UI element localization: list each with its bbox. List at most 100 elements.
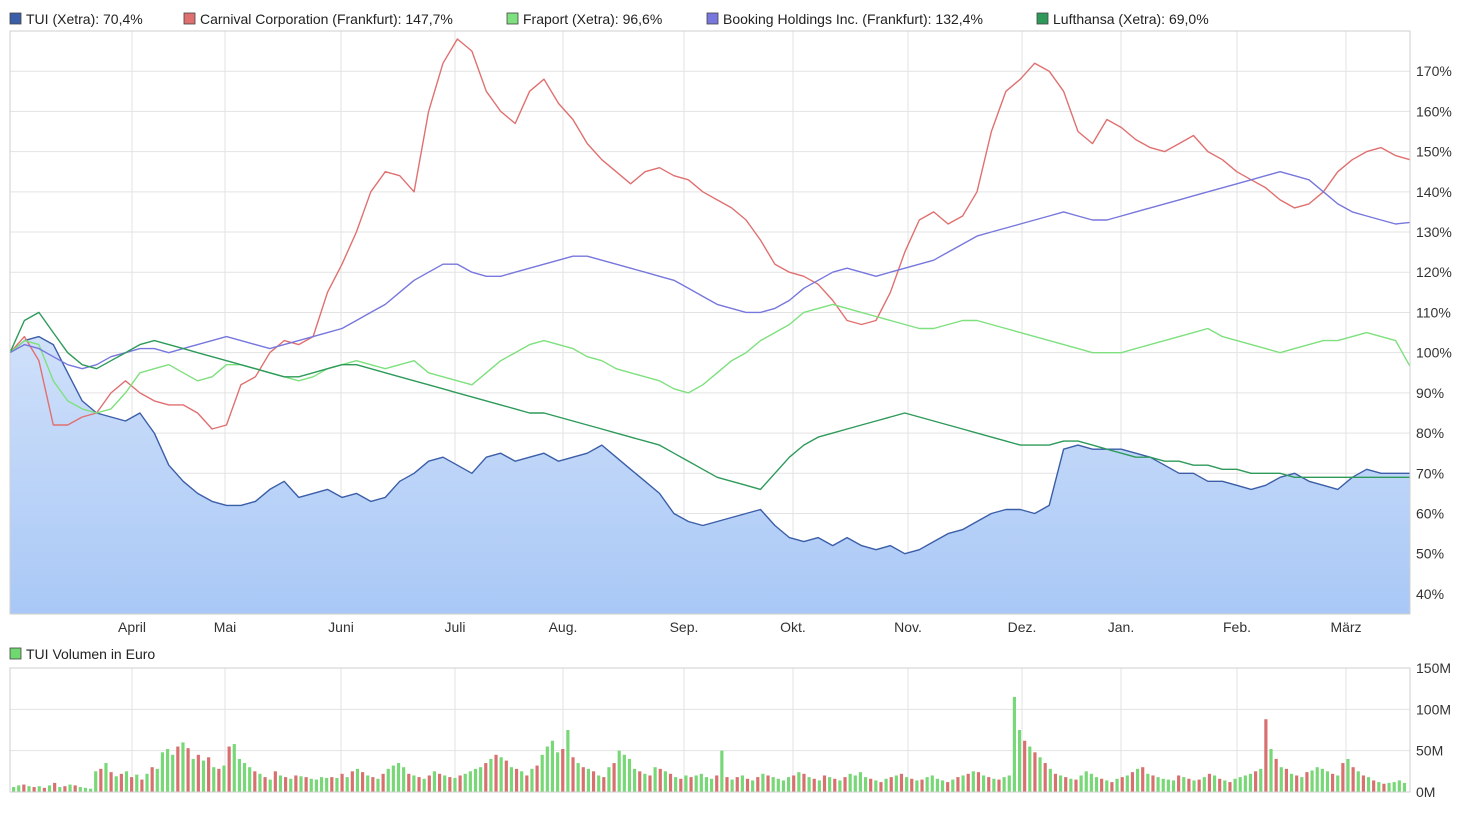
volume-bar [1187,778,1191,792]
x-tick-label-aug: Aug. [549,619,578,635]
volume-bar [987,777,991,792]
x-tick-label-juni: Juni [328,619,354,635]
y-tick-label-60: 60% [1416,505,1444,521]
volume-bar [73,785,77,792]
volume-bar [556,752,560,792]
x-tick-label-juli: Juli [444,619,465,635]
volume-bar [704,777,709,792]
volume-bar [833,778,837,792]
volume-bar [910,778,914,792]
volume-bar [27,786,31,792]
volume-bar [386,768,390,792]
volume-bar [361,772,365,792]
volume-y-tick-label-50m: 50M [1416,743,1443,759]
volume-bar [1197,779,1201,792]
volume-bar [1341,763,1345,792]
volume-bar [1366,777,1371,792]
y-tick-label-170: 170% [1416,63,1452,79]
volume-bar [494,754,498,792]
volume-bar [1336,775,1340,792]
volume-bar [248,767,252,792]
volume-bar [1305,772,1309,792]
x-tick-label-nov: Nov. [894,619,922,635]
volume-bar [463,773,467,792]
volume-bar [1295,775,1299,792]
price-series-lines [9,38,1411,555]
volume-bar [961,775,965,792]
volume-bar [68,784,72,792]
volume-bar [371,777,375,792]
volume-bar [1135,768,1140,792]
y-tick-label-140: 140% [1416,184,1452,200]
x-tick-label-okt: Okt. [780,619,806,635]
volume-bar [925,777,929,792]
volume-bar [792,775,796,792]
volume-bar [499,757,503,792]
volume-bar [1387,782,1391,792]
volume-bar [366,775,370,792]
volume-bar [253,771,257,792]
volume-bar [104,763,108,792]
volume-bar [171,754,175,792]
volume-bar [586,768,590,792]
volume-bar [1028,746,1032,792]
volume-bar [273,771,277,792]
volume-bar [894,775,898,792]
volume-bar [1248,773,1253,792]
y-tick-label-130: 130% [1416,224,1452,240]
volume-bar [1192,780,1196,792]
series-line-lufthansa-xetra [9,311,1410,491]
volume-bar [899,773,904,792]
volume-bar [602,777,606,792]
volume-bar [402,767,406,792]
volume-bar [258,773,262,792]
volume-bar [268,779,272,792]
volume-bar [689,777,693,792]
volume-bar [591,771,596,792]
volume-bar [1120,777,1124,792]
volume-bar [1351,767,1355,792]
volume-bar [1130,772,1135,792]
volume-bar [22,784,26,792]
x-tick-label-m-rz: März [1330,619,1361,635]
volume-bar [1059,775,1063,792]
volume-bar [663,771,667,792]
volume-bar [278,775,283,792]
legend-swatch-carnival-corporation-frankfurt [183,12,196,25]
volume-bar [124,771,129,792]
main-legend: TUI (Xetra): 70,4% Carnival Corporation (… [9,11,1209,27]
volume-bar [1033,752,1037,792]
volume-bar [622,754,626,792]
volume-bar [781,780,786,792]
x-tick-label-feb: Feb. [1223,619,1251,635]
volume-bar [17,785,21,792]
series-area-tui-xetra [10,336,1410,614]
volume-bar [355,768,360,792]
volume-bar [489,758,493,792]
volume-bar [1228,782,1232,792]
volume-bar [237,758,241,792]
volume-bar [776,778,780,792]
volume-bar [1269,749,1273,792]
volume-bar [509,767,514,792]
volume-bar [597,775,601,792]
volume-bar [294,775,298,792]
x-tick-label-sep: Sep. [670,619,699,635]
volume-bar [319,777,324,792]
volume-legend-label: TUI Volumen in Euro [26,646,155,662]
volume-bar [12,787,16,792]
volume-bar [935,778,939,792]
volume-bar [966,773,970,792]
volume-bar [802,773,806,792]
volume-bar [905,777,909,792]
volume-bar [710,778,714,792]
y-tick-label-120: 120% [1416,264,1452,280]
y-tick-label-160: 160% [1416,103,1452,119]
volume-bar [982,775,986,792]
volume-bar [1402,782,1407,792]
volume-bar [1038,757,1042,792]
volume-bar [853,775,857,792]
y-tick-label-40: 40% [1416,586,1444,602]
volume-bar [263,777,267,792]
